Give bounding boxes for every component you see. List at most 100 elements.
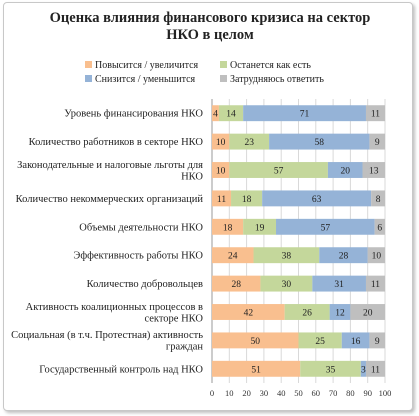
data-label: 31 [334,280,344,290]
x-tick-label: 30 [260,388,269,398]
bar-segment [341,332,370,349]
category-label: Эффективность работы НКО [73,251,203,262]
bar-segment [212,162,230,178]
chart-title: Оценка влияния финансового кризиса на се… [50,10,371,43]
data-label: 13 [369,167,379,177]
data-label: 9 [375,337,380,347]
data-label: 19 [255,223,265,233]
bar-segment [284,304,330,320]
bar-segment [312,275,366,292]
x-tick-label: 70 [329,388,338,398]
x-tick-label: 100 [379,388,392,398]
data-label: 8 [376,195,381,205]
x-tick-label: 60 [312,388,321,398]
bar-segment [229,133,270,150]
x-tick-label: 20 [242,388,251,398]
bar-segment [329,304,351,320]
legend-swatch [220,75,227,82]
data-label: 50 [251,337,261,347]
bar-segment [243,218,277,235]
bar-segment [212,190,232,207]
data-label: 12 [335,309,345,319]
data-label: 28 [339,252,349,262]
category-label: Государственный контроль над НКО [39,364,203,375]
bar-segment [243,105,366,122]
bar-segment [367,247,385,264]
bar-segment [374,218,385,235]
data-label: 38 [282,252,292,262]
category-label: Законодательные и налоговые льготы для [17,160,203,171]
bar-segment [212,332,299,349]
data-label: 42 [244,309,254,319]
data-label: 3 [361,365,366,375]
data-label: 63 [312,195,322,205]
bar-segment [253,247,320,264]
bar-segment [298,332,342,349]
bar-segment [212,247,254,264]
data-label: 10 [216,138,226,148]
x-tick-label: 80 [346,388,355,398]
data-label: 16 [351,337,361,347]
x-tick-label: 0 [210,388,214,398]
data-label: 4 [213,110,218,120]
bar-segment [365,360,385,377]
data-label: 25 [315,337,325,347]
data-label: 10 [216,167,226,177]
data-label: 71 [300,110,310,120]
x-tick-label: 40 [277,388,286,398]
data-label: 11 [371,365,380,375]
x-tick-label: 50 [294,388,303,398]
data-label: 30 [282,280,292,290]
data-label: 6 [377,223,382,233]
data-label: 20 [340,167,350,177]
data-label: 26 [302,309,312,319]
bar-segment [365,105,385,122]
data-label: 20 [363,309,373,319]
category-label: Количество работников в секторе НКО [29,137,204,148]
chart-title-line: Оценка влияния финансового кризиса на се… [50,10,371,26]
category-label: Уровень финансирования НКО [64,109,203,120]
chart-legend: Повысится / увеличится Останется как есть… [85,60,324,85]
data-label: 24 [228,252,238,262]
category-label: Социальная (в т.ч. Протестная) активност… [11,330,203,341]
bar-segment [212,275,261,292]
bar-segment [212,304,285,320]
bar-segment [231,190,263,207]
legend-swatch [220,61,227,68]
bar-segment [260,275,313,292]
data-label: 10 [372,252,382,262]
bar-segment [212,105,219,122]
data-label: 11 [371,280,380,290]
bar-segment [360,360,366,377]
data-label: 58 [315,138,325,148]
bar-segment [369,133,385,150]
legend-label: Снизится / уменьшится [95,74,196,85]
bar-segment [371,190,385,207]
bar-segment [212,218,244,235]
bar-segment [369,332,385,349]
x-axis-ticks: 0 10 20 30 40 50 60 70 80 90 100 [210,388,392,398]
category-label: Объемы деятельности НКО [79,222,203,233]
category-label: Активность коалиционных процессов в [26,302,203,313]
bar-segment [229,162,328,178]
data-label: 51 [251,365,261,375]
bar-segment [212,133,230,150]
category-label: граждан [166,342,203,353]
chart-bars: 4 14 71 11 10 23 58 9 10 57 20 13 11 18 63 8 18 19 57 6 24 38… [212,105,385,377]
category-label: НКО [181,171,203,182]
data-label: 11 [217,195,226,205]
category-label: секторе НКО [144,313,203,324]
legend-swatch [85,61,92,68]
data-label: 28 [231,280,241,290]
legend-swatch [85,75,92,82]
data-label: 18 [242,195,252,205]
data-label: 57 [274,167,284,177]
category-label: Количество некоммерческих организаций [16,194,204,205]
data-label: 14 [226,110,236,120]
bar-segment [327,162,363,178]
data-label: 9 [375,138,380,148]
bar-segment [300,360,361,377]
data-label: 57 [321,223,331,233]
category-label: Количество добровольцев [87,279,203,290]
